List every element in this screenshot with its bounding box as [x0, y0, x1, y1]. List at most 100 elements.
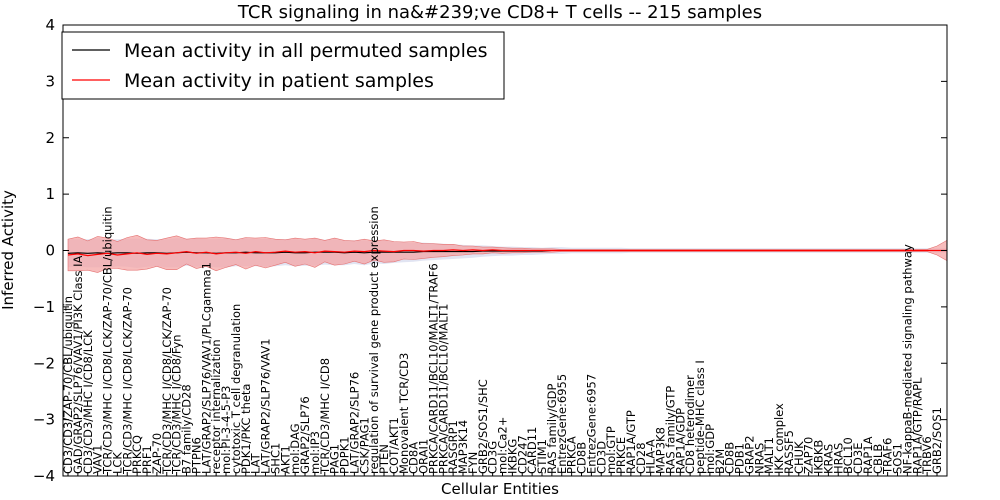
x-tick-label: RAP1A/GDP — [673, 408, 687, 474]
x-tick-label: SOS1 — [891, 443, 905, 474]
x-tick-label: IKK complex — [772, 403, 786, 474]
y-tick-label: 4 — [45, 16, 55, 34]
x-tick-label: LAT/GRAP2/SLP76 — [347, 372, 361, 474]
x-tick-labels: CD3/CD3/ZAP-70/CBL/ubiquitinGAD/GRAP2/SL… — [61, 206, 944, 476]
x-tick-label: CD247 — [515, 435, 529, 474]
x-tick-label: CD8B — [723, 442, 737, 474]
x-tick-label: TCR/CD3/MHC I/CD8/LCK/ZAP-70 — [160, 287, 174, 475]
x-tick-label: STIM1 — [535, 439, 549, 474]
x-tick-label: PDK1/PKC theta — [239, 384, 253, 474]
x-tick-label: receptor internalization — [209, 339, 223, 474]
x-tick-label: KRAS — [821, 444, 835, 474]
x-tick-label: FYN — [466, 452, 480, 474]
x-tick-label: RAP1A/GTP — [624, 410, 638, 474]
chart-title: TCR signaling in na&#239;ve CD8+ T cells… — [237, 2, 762, 23]
x-tick-label: CD3/CD3/MHC I/CD8/LCK — [81, 330, 95, 474]
x-tick-label: GRAP2/SLP76 — [298, 396, 312, 474]
x-tick-label: PRKCA — [565, 436, 579, 474]
x-tick-label: peptide-MHC class I — [693, 360, 707, 474]
x-tick-label: LCK — [110, 452, 124, 474]
series-line-patient — [67, 249, 947, 257]
x-tick-label: BCL10 — [841, 437, 855, 474]
x-tick-label: mol:IP3 — [308, 431, 322, 474]
x-tick-label: CBLB — [871, 444, 885, 474]
x-tick-label: cytotoxic T cell degranulation — [229, 304, 243, 474]
x-tick-label: IKBKG — [505, 439, 519, 474]
x-tick-label: GRAP2 — [742, 435, 756, 474]
x-tick-label: CD28 — [634, 442, 648, 474]
x-tick-label: IKBKB — [812, 440, 826, 474]
x-tick-label: NRAS — [752, 443, 766, 474]
x-tick-label: PTPN6 — [189, 437, 203, 474]
x-tick-label: TRAF6 — [881, 438, 895, 475]
y-tick-label: −1 — [33, 298, 55, 316]
x-tick-label: MALT1 — [762, 437, 776, 474]
legend-label-permuted: Mean activity in all permuted samples — [124, 40, 487, 62]
x-tick-label: RAS family/GDP — [545, 384, 559, 474]
x-tick-label: CD3/CD3/ZAP-70/CBL/ubiquitin — [61, 296, 75, 474]
x-tick-label: regulation of survival gene product expr… — [367, 206, 381, 474]
y-axis-label: Inferred Activity — [0, 190, 17, 310]
x-tick-label: PDB1 — [733, 443, 747, 474]
legend-box — [61, 31, 505, 100]
x-tick-label: MAP3K8 — [654, 427, 668, 474]
x-tick-label: SHC1 — [268, 443, 282, 474]
y-tick-label: 0 — [45, 242, 55, 260]
x-tick-label: PRKCA/CARD11/BCL10/MALT1/TRAF6 — [426, 263, 440, 474]
x-tick-label: CD3D — [594, 441, 608, 474]
x-tick-label: HLA-A — [644, 439, 658, 474]
x-tick-label: CD8 heterodimer — [683, 375, 697, 474]
x-tick-label: CARD11 — [525, 427, 539, 474]
y-tick-label: −3 — [33, 411, 55, 429]
x-tick-label: B2M — [713, 449, 727, 474]
y-tick-label: 1 — [45, 185, 55, 203]
x-tick-label: PAG1 — [328, 444, 342, 474]
x-tick-label: GRB2/SOS1 — [930, 407, 944, 474]
x-tick-label: TRBV6 — [920, 436, 934, 475]
x-tick-label: HRAS — [831, 443, 845, 474]
x-tick-label: ORAI1 — [417, 439, 431, 474]
x-tick-label: CSK/PAG1 — [357, 417, 371, 474]
x-tick-label: LAT — [249, 452, 263, 474]
x-tick-label: PTEN — [377, 444, 391, 474]
x-tick-label: GRB2/SOS1/SHC — [476, 379, 490, 474]
x-tick-label: LAT/GRAP2/SLP76/VAV1/PLCgamma1 — [199, 262, 213, 474]
x-tick-label: PRF1 — [140, 445, 154, 474]
x-tick-label: PDPK1 — [338, 436, 352, 474]
x-tick-label: RASSF5 — [782, 430, 796, 474]
x-tick-label: ZAP-70 — [150, 433, 164, 474]
x-tick-label: TCR/CD3/MHC I/CD8 — [318, 358, 332, 475]
x-tick-label: mol:PI-3-4-5-P3 — [219, 386, 233, 474]
x-tick-label: VAV1 — [91, 445, 105, 474]
x-tick-label: TCR/CD3/MHC I/CD8/LCK/ZAP-70 — [120, 287, 134, 475]
x-tick-label: PRKCQ — [130, 435, 144, 474]
x-tick-label: ZAP70 — [802, 437, 816, 474]
legend-label-patient: Mean activity in patient samples — [124, 70, 434, 92]
x-tick-label: CD8B — [575, 442, 589, 474]
x-tick-label: COT/AKT1 — [387, 417, 401, 474]
x-tick-label: CD3E — [851, 443, 865, 474]
x-tick-label: PRKCA/CARD11/BCL10/MALT1 — [436, 304, 450, 474]
y-tick-label: −2 — [33, 354, 55, 372]
x-tick-label: PRKCE — [614, 437, 628, 474]
x-tick-label: RAS family/GTP — [663, 386, 677, 474]
x-tick-label: RAP1A — [861, 436, 875, 474]
x-tick-label: TCR/CD3/MHC I/CD8/LCK/ZAP-70/CBL/ubiquit… — [101, 206, 115, 475]
x-axis-label: Cellular Entities — [441, 480, 559, 498]
x-tick-label: RAP1A/GTP/RAPL — [910, 377, 924, 474]
y-axis: −4 −3 −2 −1 0 1 2 3 4 — [33, 16, 947, 485]
x-tick-label: mol:GDP — [703, 424, 717, 474]
x-tick-label: NF-kappaB-mediated signaling pathway — [900, 244, 914, 474]
x-tick-label: mol:GTP — [604, 426, 618, 474]
x-tick-label: mol:Ca2+ — [496, 417, 510, 474]
legend: Mean activity in all permuted samples Me… — [61, 31, 505, 100]
x-tick-label: AKT1 — [278, 445, 292, 474]
x-tick-label: MAP3K14 — [456, 420, 470, 474]
x-tick-label: RASGRP1 — [446, 420, 460, 474]
x-tick-label: mol:DAG — [288, 423, 302, 474]
x-tick-label: CD8A — [407, 442, 421, 474]
y-tick-label: 2 — [45, 129, 55, 147]
x-tick-label: LAT/GRAP2/SLP76/VAV1 — [259, 338, 273, 474]
x-tick-label: EntrezGene:6955 — [555, 374, 569, 474]
x-tick-label: TCR/CD3/MHC I/CD8/Fyn — [170, 334, 184, 475]
